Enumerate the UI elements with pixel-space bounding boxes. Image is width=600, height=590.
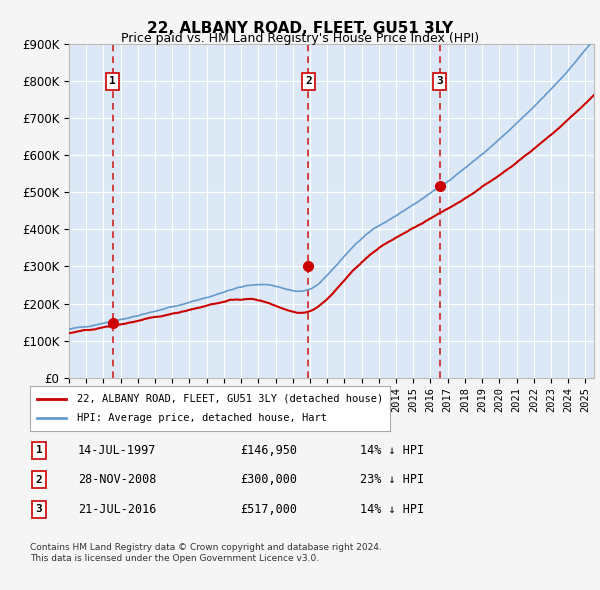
Text: This data is licensed under the Open Government Licence v3.0.: This data is licensed under the Open Gov… <box>30 555 319 563</box>
Text: 1: 1 <box>35 445 43 455</box>
Text: 2: 2 <box>305 76 312 86</box>
Text: 22, ALBANY ROAD, FLEET, GU51 3LY (detached house): 22, ALBANY ROAD, FLEET, GU51 3LY (detach… <box>77 394 383 404</box>
Text: 28-NOV-2008: 28-NOV-2008 <box>78 473 157 486</box>
Text: £300,000: £300,000 <box>240 473 297 486</box>
Text: £146,950: £146,950 <box>240 444 297 457</box>
Text: 14% ↓ HPI: 14% ↓ HPI <box>360 503 424 516</box>
Text: 2: 2 <box>35 475 43 484</box>
Text: 23% ↓ HPI: 23% ↓ HPI <box>360 473 424 486</box>
Text: Contains HM Land Registry data © Crown copyright and database right 2024.: Contains HM Land Registry data © Crown c… <box>30 543 382 552</box>
Text: Price paid vs. HM Land Registry's House Price Index (HPI): Price paid vs. HM Land Registry's House … <box>121 32 479 45</box>
Text: 21-JUL-2016: 21-JUL-2016 <box>78 503 157 516</box>
Text: 22, ALBANY ROAD, FLEET, GU51 3LY: 22, ALBANY ROAD, FLEET, GU51 3LY <box>147 21 453 35</box>
Text: 14-JUL-1997: 14-JUL-1997 <box>78 444 157 457</box>
Text: 3: 3 <box>436 76 443 86</box>
Text: 14% ↓ HPI: 14% ↓ HPI <box>360 444 424 457</box>
Text: £517,000: £517,000 <box>240 503 297 516</box>
Text: 3: 3 <box>35 504 43 514</box>
Text: 1: 1 <box>109 76 116 86</box>
Text: HPI: Average price, detached house, Hart: HPI: Average price, detached house, Hart <box>77 414 327 423</box>
